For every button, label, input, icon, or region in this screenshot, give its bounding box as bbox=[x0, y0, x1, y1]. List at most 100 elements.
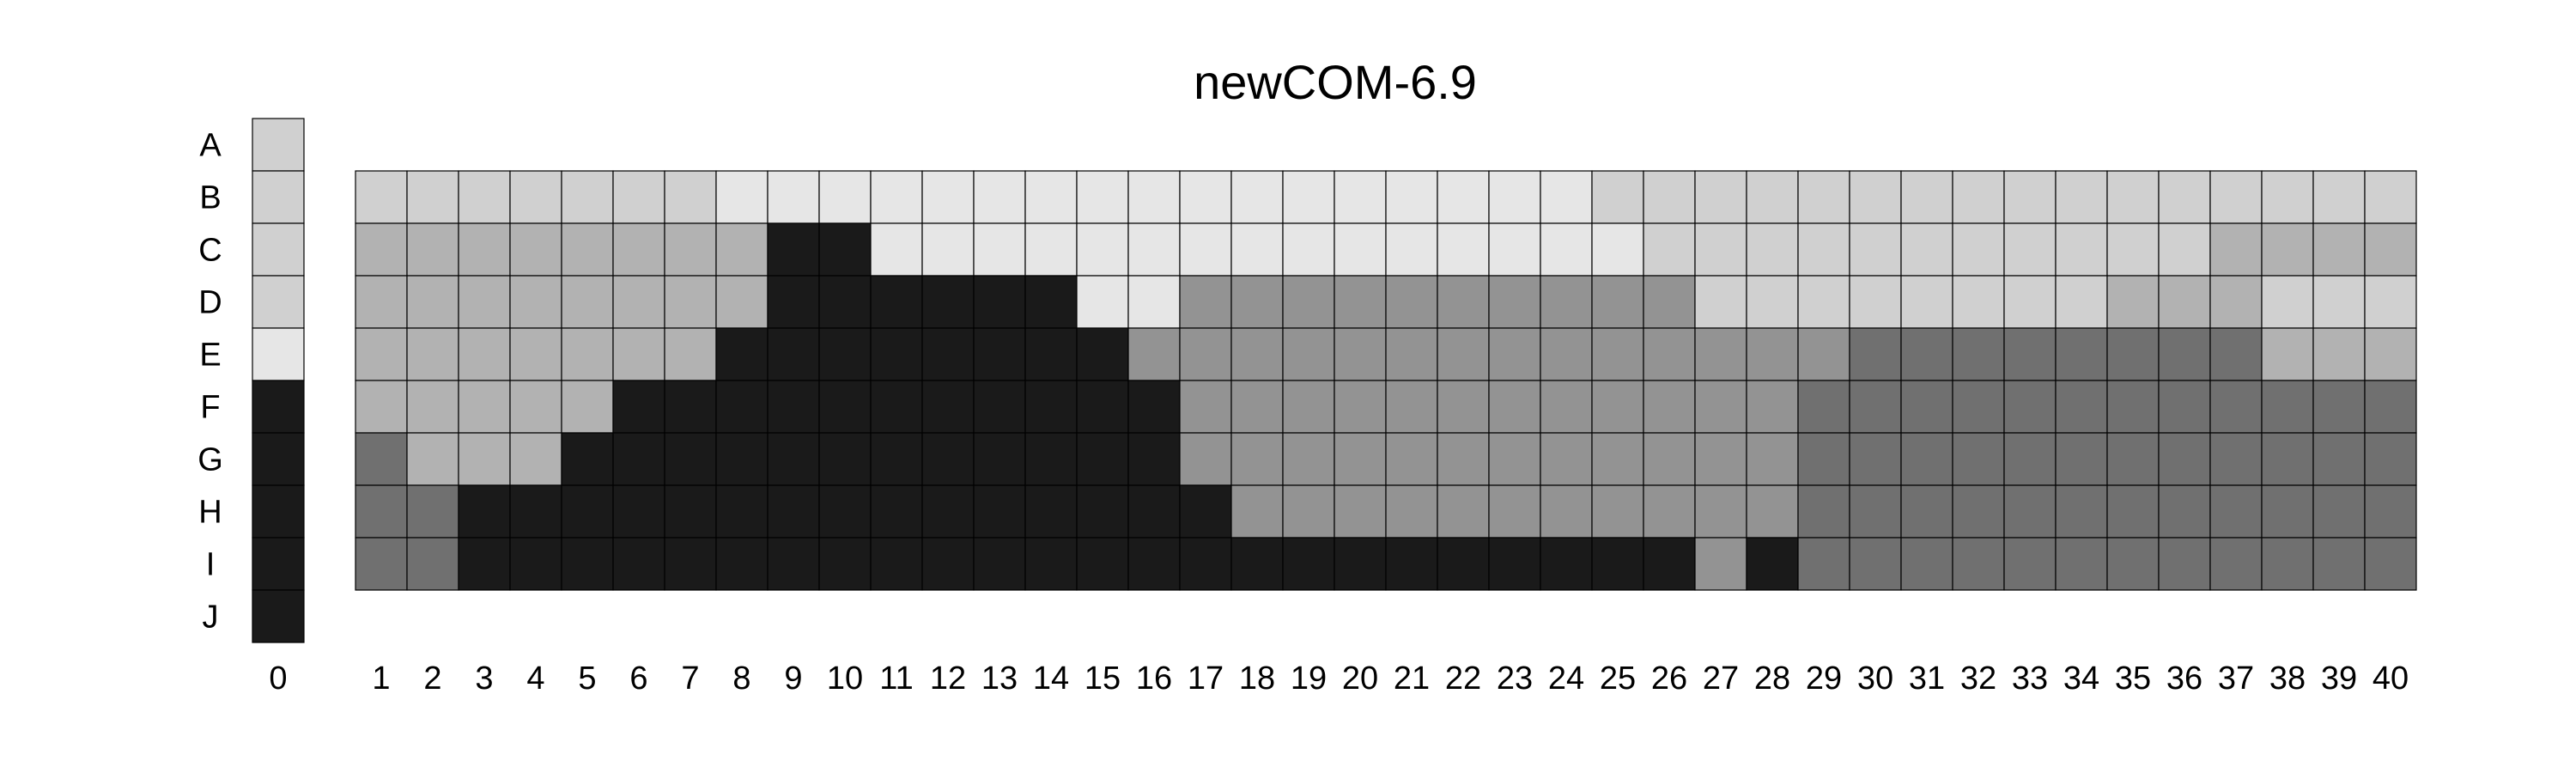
heatmap-cell bbox=[355, 327, 408, 381]
heatmap-cell bbox=[1437, 537, 1490, 591]
heatmap-cell bbox=[1591, 327, 1644, 381]
heatmap-cell bbox=[2055, 327, 2108, 381]
column-label: 37 bbox=[2218, 660, 2254, 697]
heatmap-cell bbox=[1385, 432, 1438, 486]
heatmap-cell bbox=[509, 327, 562, 381]
heatmap-cell bbox=[1179, 170, 1232, 224]
heatmap-cell bbox=[252, 222, 305, 277]
heatmap-cell bbox=[2209, 537, 2263, 591]
heatmap-cell bbox=[2312, 275, 2366, 329]
heatmap-cell bbox=[1540, 484, 1593, 539]
heatmap-cell bbox=[1385, 484, 1438, 539]
heatmap-cell bbox=[1797, 222, 1850, 277]
heatmap-cell bbox=[1488, 432, 1541, 486]
column-label: 21 bbox=[1394, 660, 1430, 697]
heatmap-cell bbox=[1334, 275, 1387, 329]
heatmap-cell bbox=[973, 432, 1026, 486]
heatmap-cell bbox=[1334, 380, 1387, 434]
heatmap-cell bbox=[2055, 537, 2108, 591]
heatmap-cell bbox=[664, 170, 717, 224]
row-label: E bbox=[199, 338, 221, 374]
heatmap-cell bbox=[1952, 484, 2005, 539]
heatmap-cell bbox=[973, 275, 1026, 329]
heatmap-cell bbox=[870, 537, 923, 591]
heatmap-cell bbox=[1591, 537, 1644, 591]
heatmap-cell bbox=[1849, 327, 1902, 381]
column-label: 35 bbox=[2115, 660, 2151, 697]
heatmap-cell bbox=[1127, 222, 1181, 277]
heatmap-cell bbox=[1746, 484, 1799, 539]
heatmap-cell bbox=[2261, 222, 2314, 277]
column-label: 13 bbox=[981, 660, 1018, 697]
heatmap-cell bbox=[252, 275, 305, 329]
heatmap-cell bbox=[252, 170, 305, 224]
heatmap-cell bbox=[1849, 222, 1902, 277]
column-0-strip bbox=[252, 118, 305, 643]
heatmap-cell bbox=[1076, 484, 1129, 539]
heatmap-cell bbox=[1591, 222, 1644, 277]
heatmap-cell bbox=[1179, 537, 1232, 591]
heatmap-cell bbox=[2261, 432, 2314, 486]
heatmap-cell bbox=[1488, 170, 1541, 224]
heatmap-cell bbox=[2261, 170, 2314, 224]
heatmap-cell bbox=[1179, 484, 1232, 539]
heatmap-cell bbox=[973, 484, 1026, 539]
heatmap-cell bbox=[1334, 170, 1387, 224]
heatmap-cell bbox=[2158, 327, 2211, 381]
heatmap-cell bbox=[1385, 380, 1438, 434]
heatmap-cell bbox=[1179, 432, 1232, 486]
heatmap-cell bbox=[870, 380, 923, 434]
heatmap-cell bbox=[1591, 170, 1644, 224]
heatmap-cell bbox=[1024, 537, 1078, 591]
heatmap-cell bbox=[1540, 432, 1593, 486]
heatmap-cell bbox=[1127, 275, 1181, 329]
heatmap-cell bbox=[921, 380, 975, 434]
heatmap-cell bbox=[509, 537, 562, 591]
heatmap-cell bbox=[1488, 275, 1541, 329]
heatmap-cell bbox=[1643, 432, 1696, 486]
heatmap-cell bbox=[1385, 327, 1438, 381]
heatmap-cell bbox=[2055, 275, 2108, 329]
heatmap-cell bbox=[509, 432, 562, 486]
heatmap-cell bbox=[612, 222, 665, 277]
heatmap-cell bbox=[561, 380, 614, 434]
heatmap-cell bbox=[2158, 432, 2211, 486]
heatmap-cell bbox=[2003, 222, 2057, 277]
heatmap-cell bbox=[2003, 432, 2057, 486]
heatmap-cell bbox=[612, 380, 665, 434]
heatmap-cell bbox=[1849, 537, 1902, 591]
heatmap-cell bbox=[1282, 222, 1335, 277]
heatmap-cell bbox=[2106, 222, 2160, 277]
heatmap-cell bbox=[767, 537, 820, 591]
column-label: 0 bbox=[269, 660, 287, 697]
heatmap-cell bbox=[818, 432, 872, 486]
heatmap-cell bbox=[458, 432, 511, 486]
heatmap-cell bbox=[2158, 170, 2211, 224]
heatmap-cell bbox=[406, 170, 459, 224]
heatmap-cell bbox=[1076, 380, 1129, 434]
heatmap-cell bbox=[1334, 537, 1387, 591]
heatmap-cell bbox=[612, 432, 665, 486]
heatmap-cell bbox=[458, 537, 511, 591]
heatmap-cell bbox=[1230, 380, 1284, 434]
heatmap-cell bbox=[612, 537, 665, 591]
column-label: 5 bbox=[578, 660, 596, 697]
heatmap-cell bbox=[1230, 222, 1284, 277]
heatmap-cell bbox=[1900, 537, 1953, 591]
heatmap-cell bbox=[1694, 484, 1747, 539]
heatmap-cell bbox=[1540, 327, 1593, 381]
heatmap-cell bbox=[458, 170, 511, 224]
heatmap-cell bbox=[2261, 275, 2314, 329]
heatmap-cell bbox=[612, 484, 665, 539]
heatmap-cell bbox=[921, 275, 975, 329]
heatmap-cell bbox=[1334, 432, 1387, 486]
heatmap-cell bbox=[1127, 484, 1181, 539]
heatmap-cell bbox=[458, 275, 511, 329]
heatmap-cell bbox=[2055, 432, 2108, 486]
column-label: 2 bbox=[423, 660, 441, 697]
heatmap-cell bbox=[921, 222, 975, 277]
column-label: 17 bbox=[1188, 660, 1224, 697]
column-label: 39 bbox=[2321, 660, 2357, 697]
heatmap-cell bbox=[1694, 275, 1747, 329]
